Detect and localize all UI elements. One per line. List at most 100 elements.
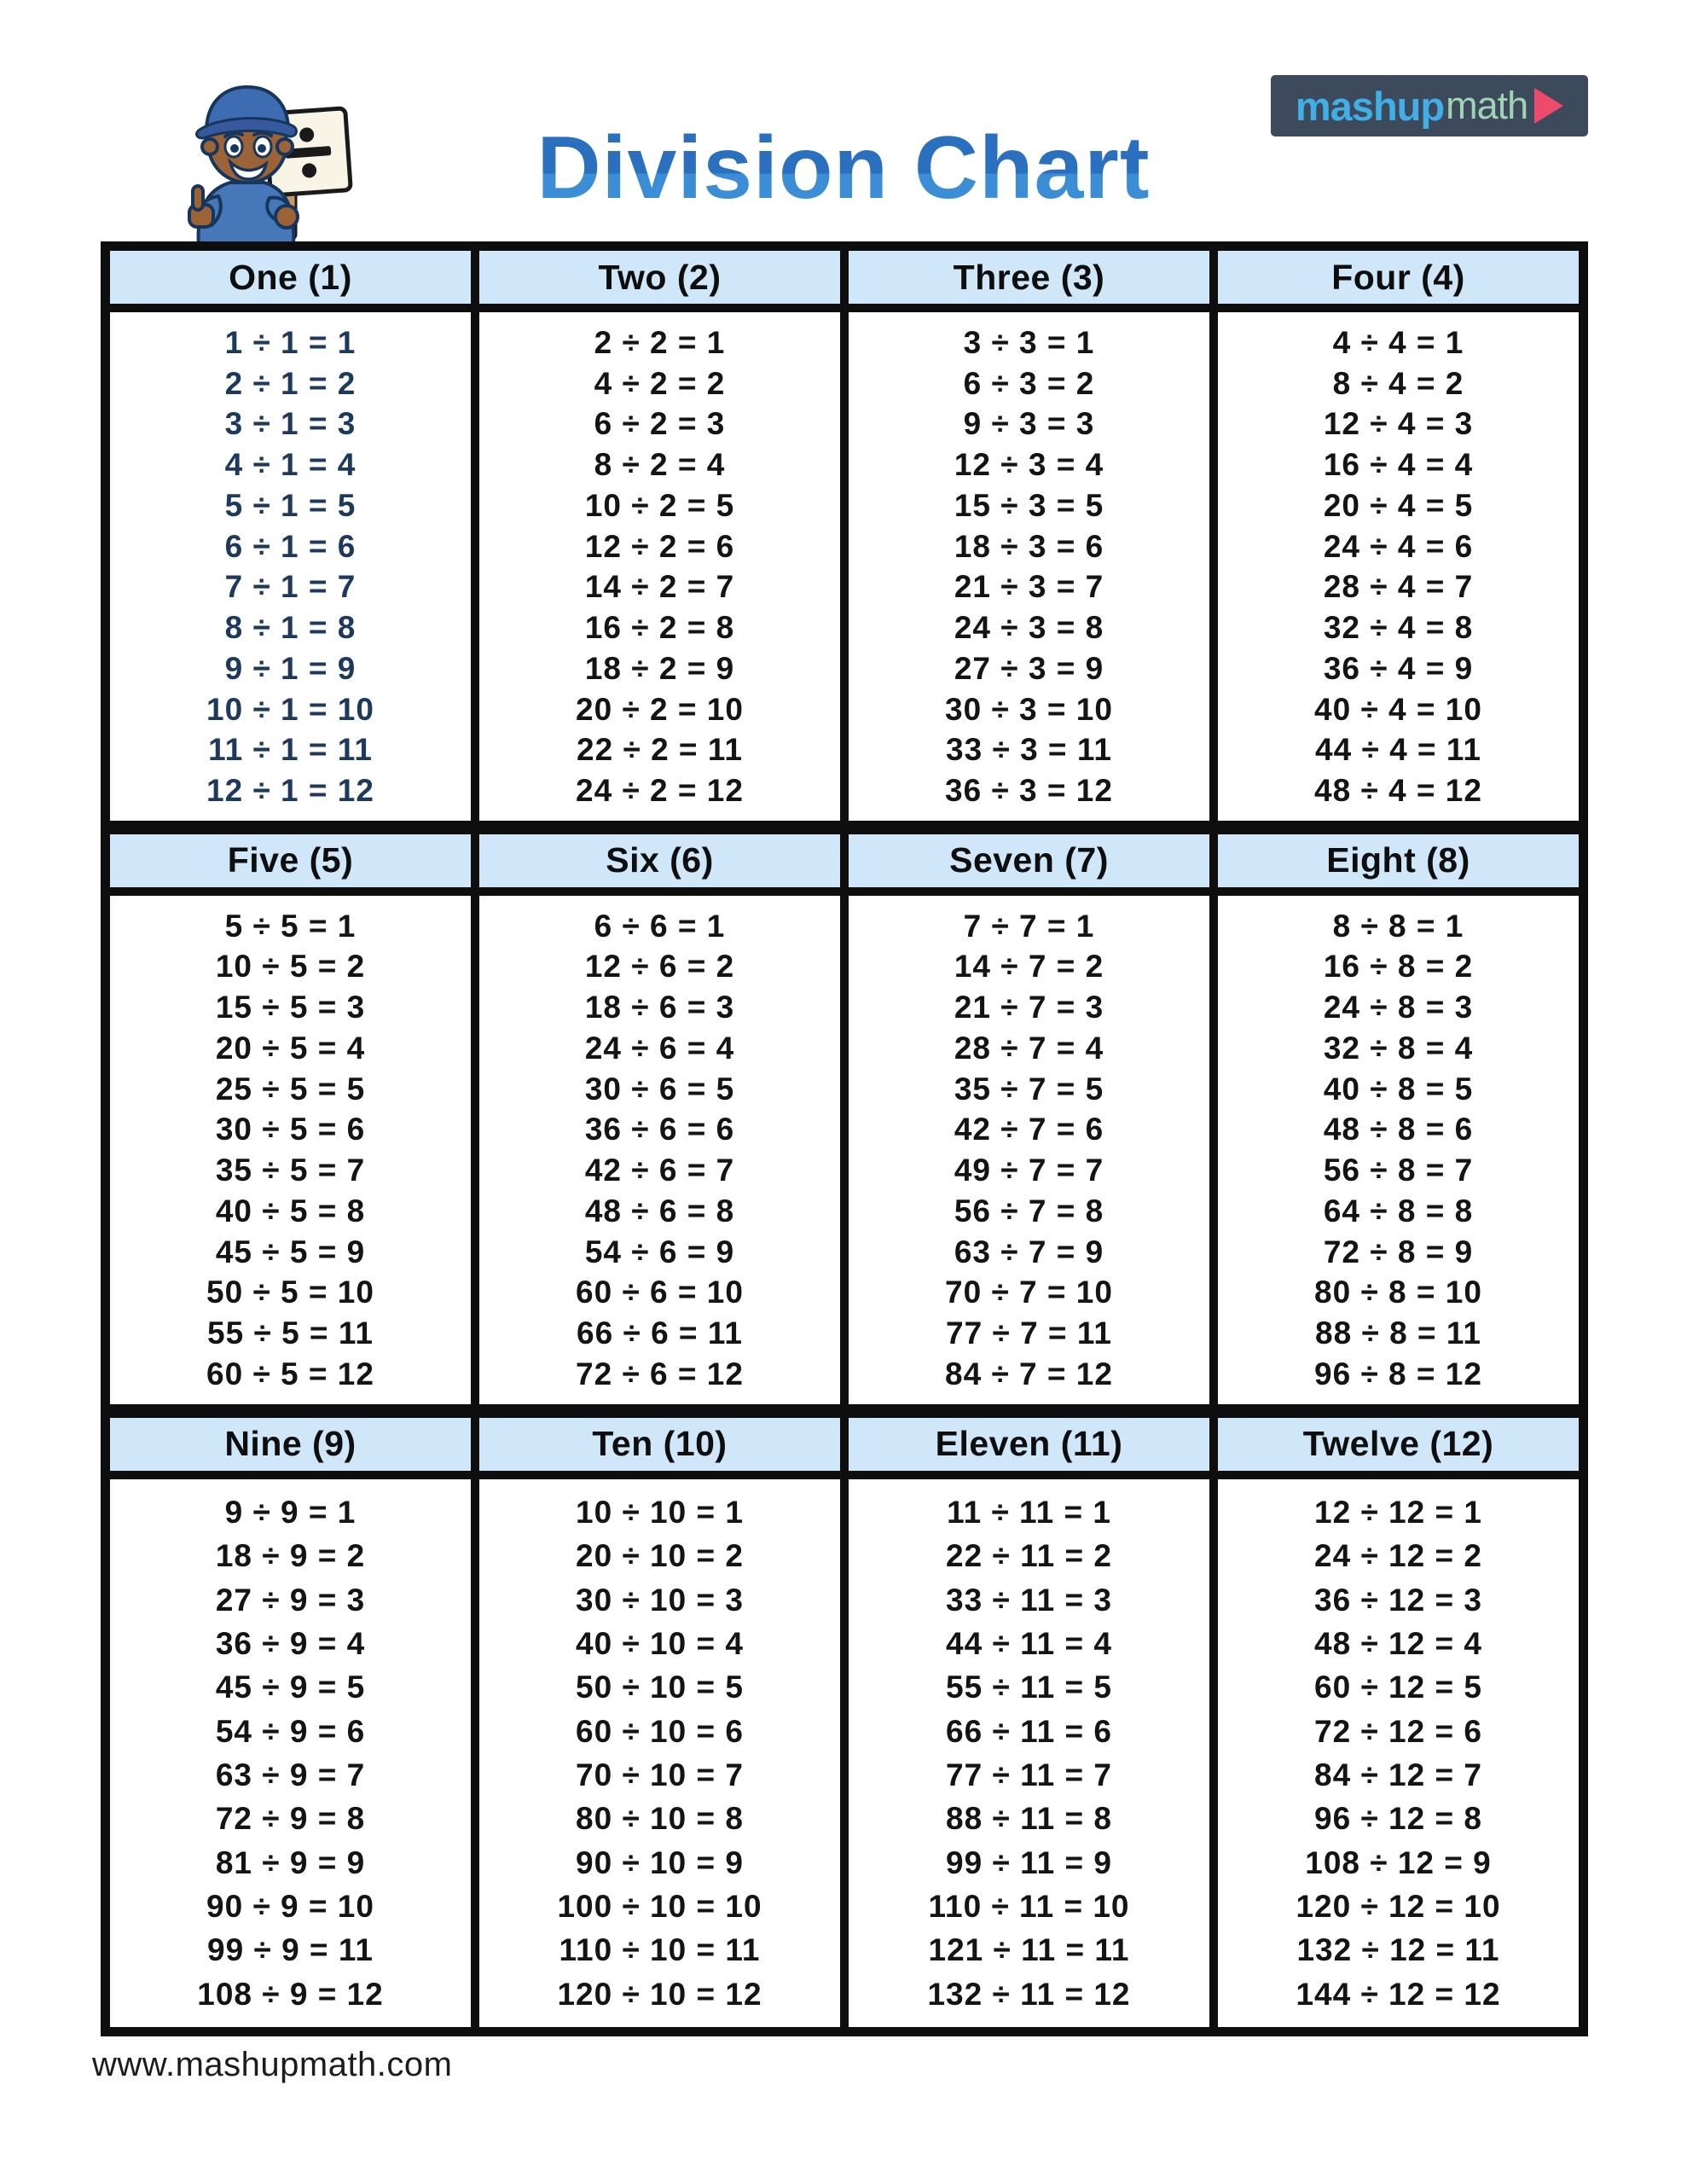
division-fact: 36 ÷ 3 = 12 (945, 773, 1113, 808)
division-fact: 35 ÷ 7 = 5 (954, 1071, 1104, 1107)
division-fact: 40 ÷ 8 = 5 (1323, 1071, 1474, 1107)
section-facts: 12 ÷ 12 = 1 24 ÷ 12 = 2 36 ÷ 12 = 3 48 ÷ 12… (1218, 1478, 1579, 2027)
division-fact: 72 ÷ 6 = 12 (576, 1356, 744, 1391)
division-fact: 20 ÷ 4 = 5 (1323, 487, 1474, 523)
division-fact: 63 ÷ 9 = 7 (215, 1757, 366, 1792)
table-group-1: One (1) Two (2) Three (3) Four (4) 1 ÷ 1 = 1… (110, 251, 1579, 821)
division-fact: 22 ÷ 11 = 2 (946, 1538, 1112, 1574)
division-fact: 27 ÷ 9 = 3 (215, 1582, 366, 1618)
division-fact: 24 ÷ 4 = 6 (1323, 528, 1474, 564)
division-fact: 24 ÷ 8 = 3 (1323, 990, 1474, 1025)
division-fact: 54 ÷ 6 = 9 (584, 1234, 735, 1269)
division-fact: 36 ÷ 6 = 6 (584, 1112, 735, 1147)
section-facts: 1 ÷ 1 = 1 2 ÷ 1 = 2 3 ÷ 1 = 3 4 ÷ 1 = 4 5 ÷ … (110, 312, 471, 821)
division-fact: 20 ÷ 2 = 10 (576, 691, 744, 727)
division-fact: 55 ÷ 5 = 11 (207, 1316, 374, 1350)
division-fact: 6 ÷ 6 = 1 (594, 908, 726, 944)
division-fact: 90 ÷ 10 = 9 (576, 1844, 744, 1880)
division-fact: 27 ÷ 3 = 9 (954, 650, 1104, 686)
division-fact: 12 ÷ 12 = 1 (1314, 1494, 1482, 1530)
division-fact: 110 ÷ 11 = 10 (928, 1888, 1130, 1924)
division-fact: 4 ÷ 1 = 4 (224, 447, 357, 482)
division-fact: 100 ÷ 10 = 10 (557, 1888, 762, 1924)
division-fact: 96 ÷ 12 = 8 (1314, 1801, 1482, 1837)
logo-text-mashup: mashup (1295, 83, 1445, 129)
division-fact: 108 ÷ 9 = 12 (197, 1976, 384, 2012)
division-fact: 4 ÷ 4 = 1 (1332, 324, 1464, 360)
section-header: Ten (10) (479, 1417, 840, 1471)
play-triangle-icon (1534, 88, 1564, 124)
division-fact: 48 ÷ 12 = 4 (1314, 1625, 1482, 1661)
division-fact: 18 ÷ 6 = 3 (584, 990, 735, 1025)
division-fact: 48 ÷ 8 = 6 (1323, 1112, 1474, 1147)
division-fact: 7 ÷ 1 = 7 (224, 569, 357, 605)
division-fact: 45 ÷ 5 = 9 (215, 1234, 366, 1269)
division-fact: 22 ÷ 2 = 11 (577, 732, 743, 768)
division-fact: 42 ÷ 6 = 7 (584, 1153, 735, 1188)
table-group-2: Five (5) Six (6) Seven (7) Eight (8) 5 ÷ 5 =… (110, 834, 1579, 1404)
division-fact: 108 ÷ 12 = 9 (1305, 1844, 1492, 1880)
division-fact: 72 ÷ 8 = 9 (1323, 1234, 1474, 1269)
division-fact: 28 ÷ 7 = 4 (954, 1030, 1104, 1066)
division-table: One (1) Two (2) Three (3) Four (4) 1 ÷ 1 = 1… (101, 241, 1588, 2036)
division-fact: 30 ÷ 3 = 10 (945, 691, 1113, 727)
section-facts: 7 ÷ 7 = 1 14 ÷ 7 = 2 21 ÷ 7 = 3 28 ÷ 7 = 4 3… (849, 895, 1209, 1404)
division-fact: 40 ÷ 5 = 8 (215, 1193, 366, 1228)
division-fact: 77 ÷ 7 = 11 (946, 1316, 1112, 1350)
section-facts: 10 ÷ 10 = 1 20 ÷ 10 = 2 30 ÷ 10 = 3 40 ÷ 10… (479, 1478, 840, 2027)
division-fact: 14 ÷ 2 = 7 (584, 569, 735, 605)
section-facts: 4 ÷ 4 = 1 8 ÷ 4 = 2 12 ÷ 4 = 3 16 ÷ 4 = 4 20… (1218, 312, 1579, 821)
division-fact: 60 ÷ 12 = 5 (1314, 1670, 1482, 1705)
holding-hand (274, 204, 299, 229)
division-fact: 15 ÷ 3 = 5 (954, 487, 1104, 523)
division-fact: 1 ÷ 1 = 1 (224, 324, 357, 360)
division-fact: 48 ÷ 6 = 8 (584, 1193, 735, 1228)
division-fact: 9 ÷ 1 = 9 (224, 650, 357, 686)
division-fact: 88 ÷ 11 = 8 (946, 1801, 1112, 1837)
division-fact: 63 ÷ 7 = 9 (954, 1234, 1104, 1269)
section-header: Eleven (11) (849, 1417, 1209, 1471)
division-fact: 144 ÷ 12 = 12 (1296, 1976, 1501, 2012)
division-fact: 5 ÷ 5 = 1 (224, 908, 357, 944)
division-fact: 6 ÷ 2 = 3 (594, 406, 726, 442)
division-fact: 110 ÷ 10 = 11 (559, 1932, 761, 1968)
division-fact: 11 ÷ 11 = 1 (947, 1494, 1111, 1530)
mashupmath-logo: mashup math (1271, 75, 1588, 136)
mascot-illustration (188, 84, 353, 247)
division-fact: 8 ÷ 2 = 4 (594, 447, 726, 482)
division-fact: 8 ÷ 4 = 2 (1332, 365, 1464, 401)
division-fact: 132 ÷ 11 = 12 (927, 1976, 1131, 2012)
section-facts: 2 ÷ 2 = 1 4 ÷ 2 = 2 6 ÷ 2 = 3 8 ÷ 2 = 4 10 ÷… (479, 312, 840, 821)
division-fact: 12 ÷ 4 = 3 (1323, 406, 1474, 442)
division-fact: 10 ÷ 2 = 5 (584, 487, 735, 523)
division-fact: 30 ÷ 6 = 5 (584, 1071, 735, 1107)
division-fact: 66 ÷ 6 = 11 (577, 1316, 743, 1350)
division-fact: 4 ÷ 2 = 2 (594, 365, 726, 401)
division-fact: 70 ÷ 7 = 10 (945, 1275, 1113, 1310)
division-fact: 84 ÷ 12 = 7 (1314, 1757, 1482, 1792)
division-fact: 80 ÷ 8 = 10 (1314, 1275, 1482, 1310)
division-fact: 60 ÷ 10 = 6 (576, 1713, 744, 1749)
division-fact: 10 ÷ 10 = 1 (576, 1494, 744, 1530)
section-facts: 5 ÷ 5 = 1 10 ÷ 5 = 2 15 ÷ 5 = 3 20 ÷ 5 = 4 2… (110, 895, 471, 1404)
division-fact: 8 ÷ 1 = 8 (224, 610, 357, 645)
division-fact: 56 ÷ 7 = 8 (954, 1193, 1104, 1228)
division-fact: 33 ÷ 3 = 11 (946, 732, 1112, 768)
division-fact: 80 ÷ 10 = 8 (576, 1801, 744, 1837)
division-fact: 3 ÷ 3 = 1 (963, 324, 1095, 360)
division-fact: 12 ÷ 3 = 4 (954, 447, 1104, 482)
section-facts: 9 ÷ 9 = 1 18 ÷ 9 = 2 27 ÷ 9 = 3 36 ÷ 9 = 4 4… (110, 1478, 471, 2027)
division-fact: 77 ÷ 11 = 7 (946, 1757, 1112, 1792)
division-fact: 16 ÷ 2 = 8 (584, 610, 735, 645)
division-fact: 88 ÷ 8 = 11 (1315, 1316, 1481, 1350)
section-header: Nine (9) (110, 1417, 471, 1471)
division-fact: 2 ÷ 2 = 1 (594, 324, 726, 360)
division-fact: 5 ÷ 1 = 5 (224, 487, 357, 523)
division-fact: 42 ÷ 7 = 6 (954, 1112, 1104, 1147)
division-fact: 90 ÷ 9 = 10 (206, 1888, 374, 1924)
thumbs-up-hand (188, 184, 215, 229)
division-fact: 24 ÷ 2 = 12 (576, 773, 744, 808)
division-fact: 36 ÷ 4 = 9 (1323, 650, 1474, 686)
division-fact: 24 ÷ 3 = 8 (954, 610, 1104, 645)
division-fact: 9 ÷ 3 = 3 (963, 406, 1095, 442)
